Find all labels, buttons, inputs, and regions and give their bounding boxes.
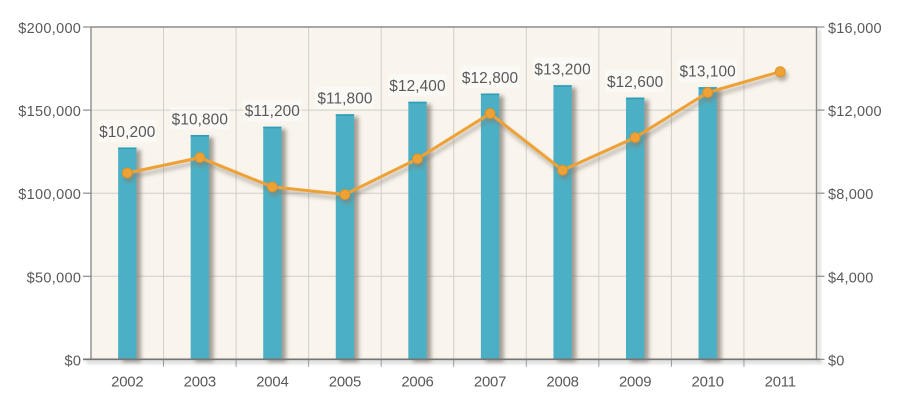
- svg-text:$16,000: $16,000: [828, 21, 882, 37]
- svg-text:2005: 2005: [329, 374, 361, 390]
- svg-text:2007: 2007: [474, 374, 506, 390]
- svg-text:$0: $0: [828, 353, 845, 369]
- svg-text:$13,200: $13,200: [534, 62, 590, 79]
- svg-text:$12,800: $12,800: [462, 70, 518, 87]
- svg-text:$0: $0: [64, 353, 81, 369]
- svg-text:2008: 2008: [546, 374, 578, 390]
- svg-text:2009: 2009: [619, 374, 651, 390]
- svg-text:$8,000: $8,000: [828, 187, 874, 203]
- svg-text:2004: 2004: [256, 374, 288, 390]
- svg-text:$100,000: $100,000: [18, 187, 81, 203]
- svg-text:2006: 2006: [401, 374, 433, 390]
- svg-text:$200,000: $200,000: [18, 21, 81, 37]
- svg-text:$12,400: $12,400: [389, 78, 445, 95]
- svg-text:2011: 2011: [765, 374, 796, 390]
- svg-text:$11,800: $11,800: [317, 91, 372, 108]
- svg-text:2010: 2010: [692, 374, 724, 390]
- svg-text:$150,000: $150,000: [18, 104, 81, 120]
- svg-text:$11,200: $11,200: [245, 103, 300, 120]
- svg-text:$12,000: $12,000: [828, 104, 882, 120]
- svg-text:$13,100: $13,100: [680, 64, 736, 81]
- svg-text:$10,800: $10,800: [172, 111, 228, 128]
- svg-text:$10,200: $10,200: [99, 124, 155, 141]
- svg-text:$50,000: $50,000: [27, 270, 82, 286]
- svg-text:2002: 2002: [111, 374, 143, 390]
- svg-text:$4,000: $4,000: [828, 270, 874, 286]
- svg-text:2003: 2003: [184, 374, 216, 390]
- svg-text:$12,600: $12,600: [607, 74, 663, 91]
